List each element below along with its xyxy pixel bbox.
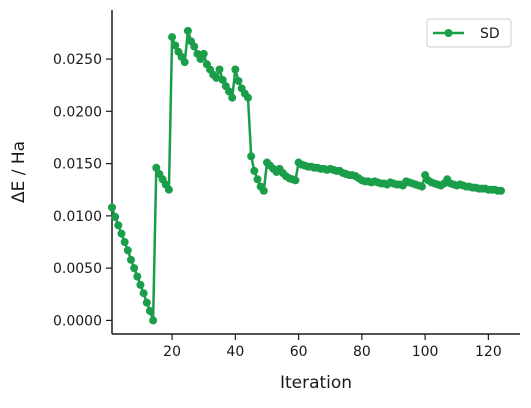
data-point [212,73,221,82]
x-axis-title: Iteration [280,373,352,393]
data-point [228,93,237,102]
y-axis-title: ΔE / Ha [9,141,29,203]
data-point [139,289,148,298]
data-point [180,58,189,67]
data-point [108,203,116,212]
axes: 20 40 60 80 100 120 0.0000 0.0050 0.0100 0.0150 0.… [53,10,520,360]
data-point [123,246,132,255]
data-point [190,42,199,51]
x-tick-label: 20 [163,344,181,360]
y-tick-label: 0.0100 [53,209,102,225]
y-tick-label: 0.0200 [53,104,102,120]
plot-area [108,26,506,325]
data-point [133,272,142,281]
data-point [168,33,177,42]
legend[interactable]: SD [426,18,512,48]
data-point [111,212,120,221]
data-point [234,77,243,85]
data-point [199,49,208,58]
y-tick-label: 0.0250 [53,52,102,68]
data-point [126,255,135,264]
data-point [291,176,300,185]
data-point [149,316,158,325]
legend-swatch-marker [444,29,453,37]
data-point [231,65,240,74]
data-point [244,93,252,102]
data-point [152,163,161,172]
legend-label-sd: SD [480,26,500,42]
data-point [117,229,126,238]
data-point [171,41,180,50]
data-point [215,65,224,74]
x-tick-label: 120 [475,344,502,360]
y-tick-label: 0.0050 [53,261,102,277]
data-point [497,186,506,195]
data-point [130,264,139,273]
data-point [120,238,129,246]
y-tick-label: 0.0150 [53,157,102,173]
data-point [417,182,426,191]
data-point [136,280,145,289]
data-point [114,221,123,230]
series-line-sd [110,29,502,322]
y-tick-label: 0.0000 [53,313,102,329]
data-point [164,185,173,194]
data-point [183,26,192,35]
data-point [259,186,268,195]
data-point [225,87,234,96]
x-tick-label: 80 [353,344,371,360]
data-point [218,75,227,84]
data-point [247,152,256,161]
x-tick-label: 40 [226,344,244,360]
legend-frame [426,18,512,48]
data-point [253,175,262,184]
data-point [142,298,151,307]
data-point [250,166,259,175]
x-tick-label: 100 [412,344,439,360]
data-point [145,307,154,315]
x-tick-label: 60 [290,344,308,360]
